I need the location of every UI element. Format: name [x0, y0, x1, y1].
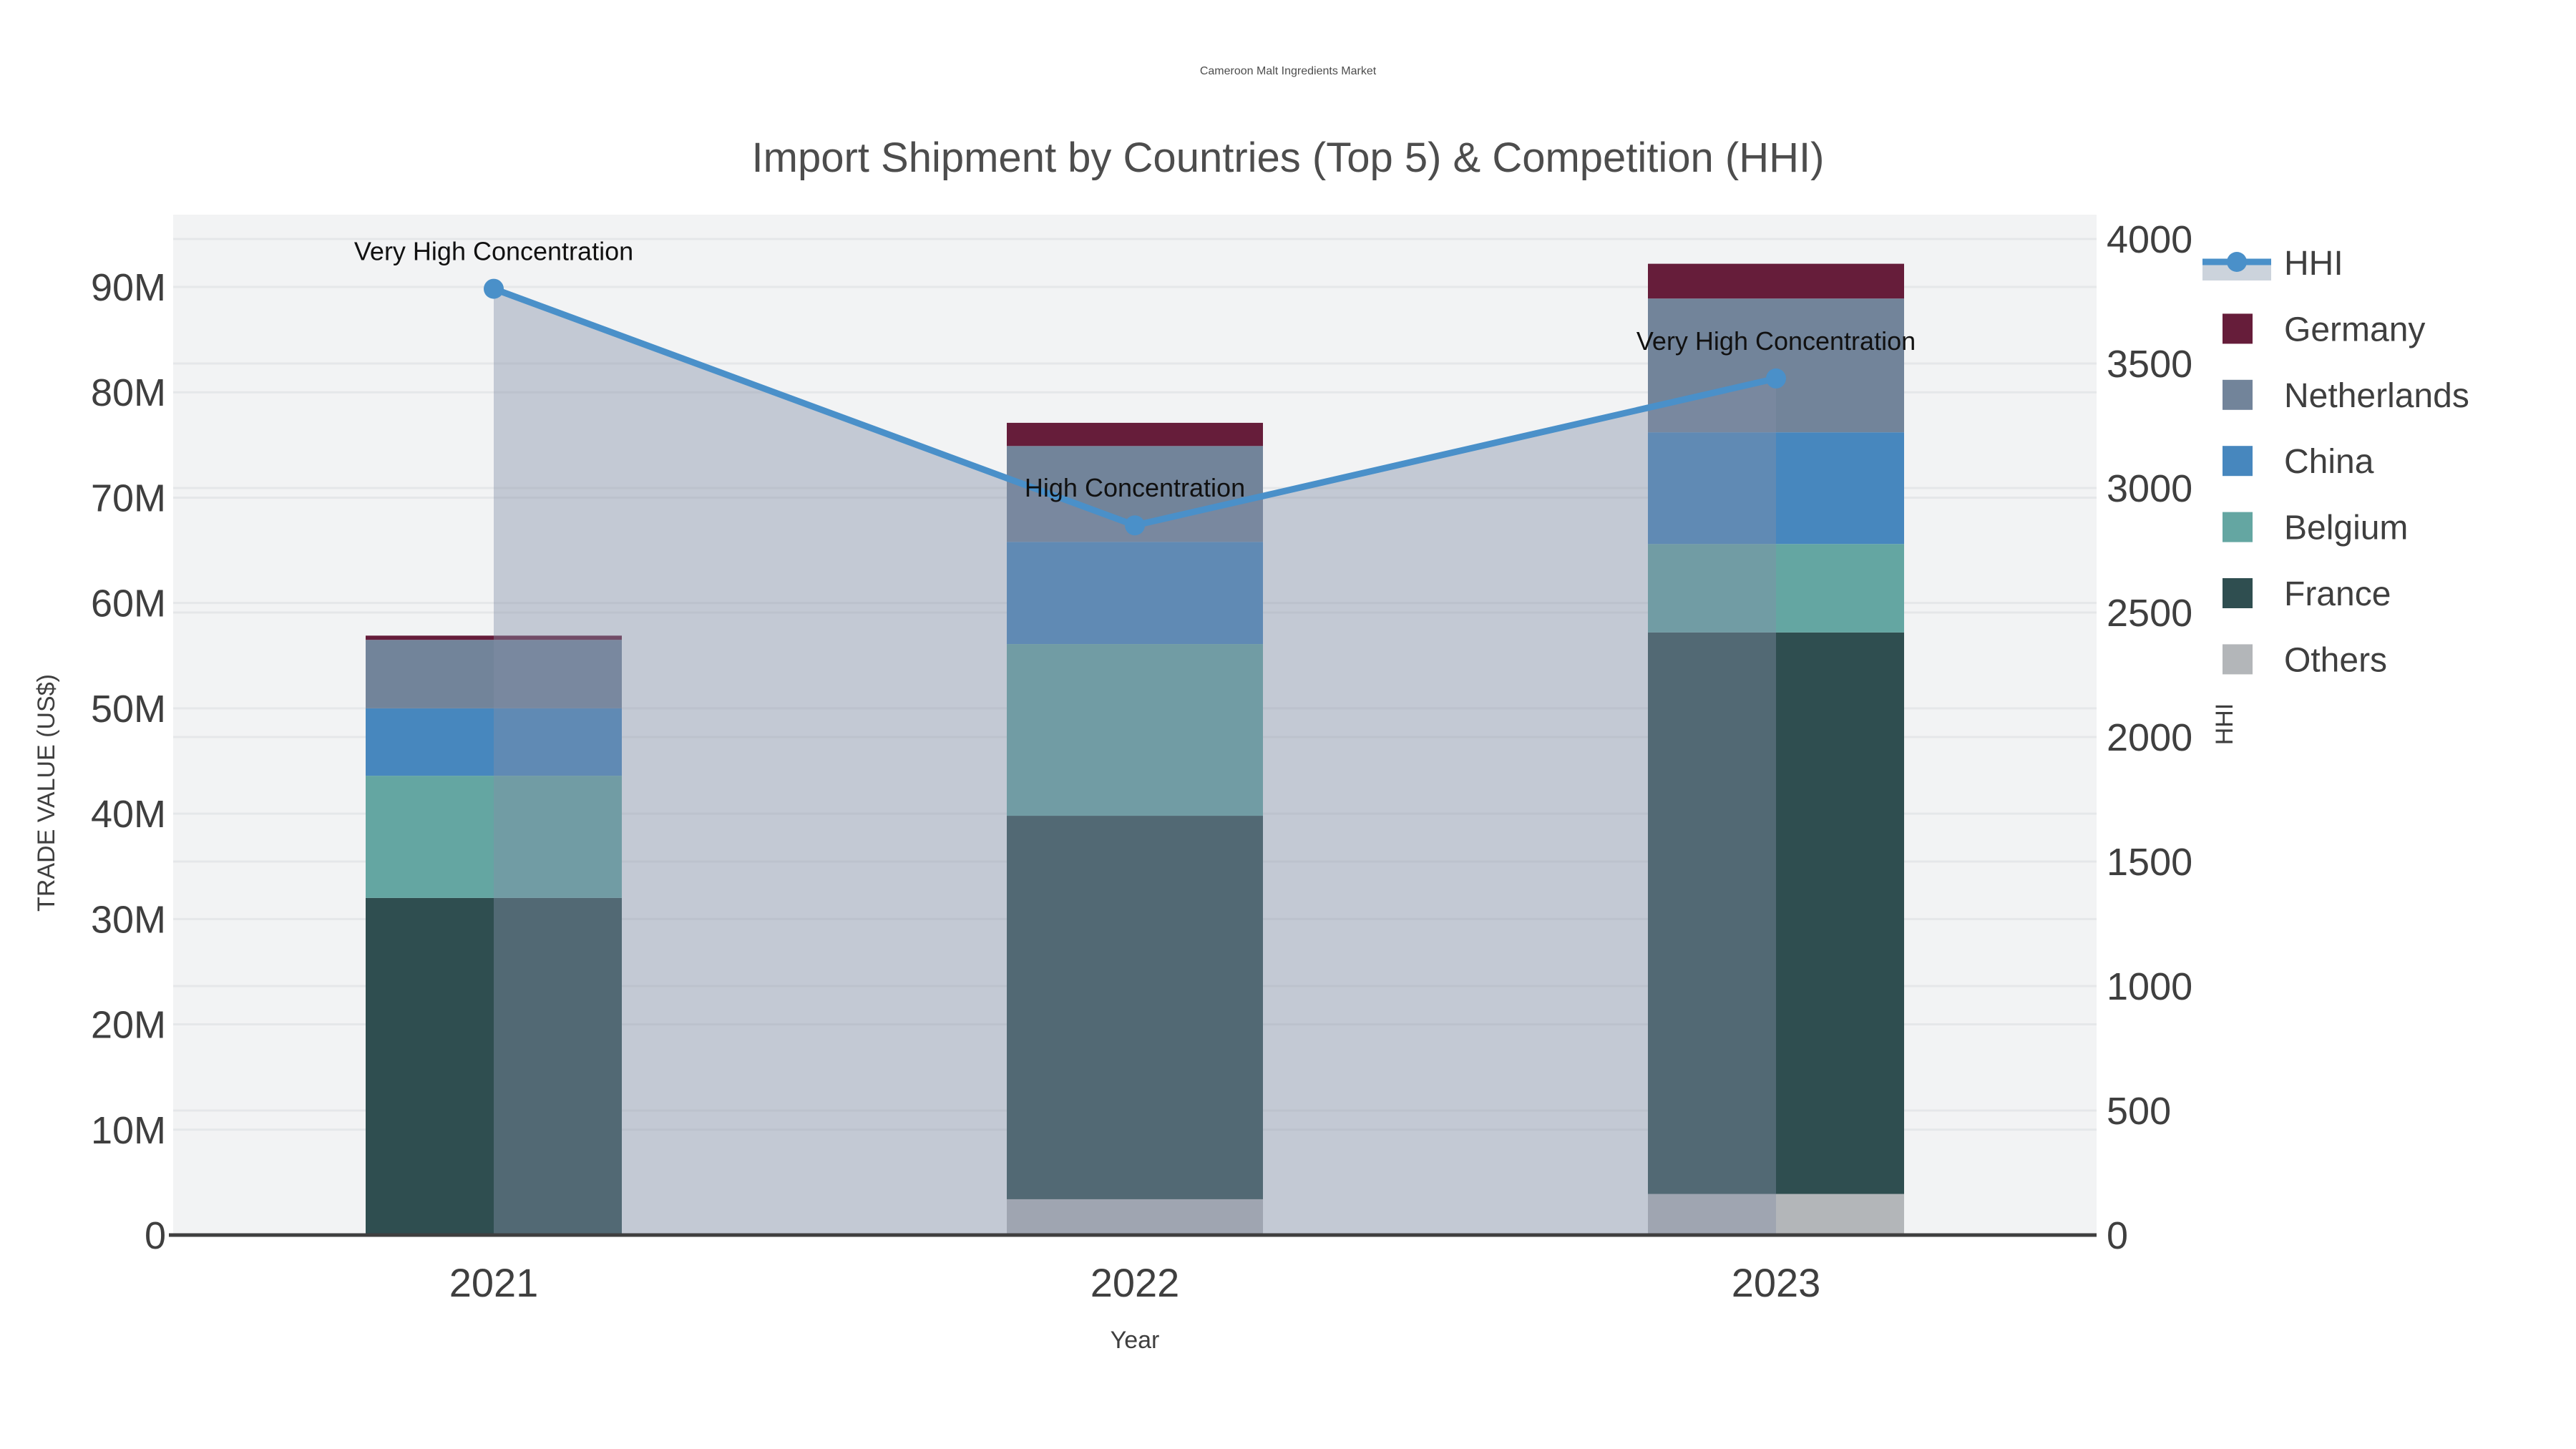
y-left-tick: 50M [91, 688, 166, 731]
y-left-tick: 30M [91, 898, 166, 941]
legend-label-netherlands: Netherlands [2284, 377, 2469, 415]
bar-segment-china-2021[interactable] [366, 708, 622, 776]
legend-label-others: Others [2284, 641, 2387, 679]
legend-label-china: China [2284, 443, 2374, 481]
legend-item-hhi[interactable]: HHI [2202, 245, 2343, 283]
bar-segment-others-2023[interactable] [1648, 1194, 1904, 1235]
legend-item-germany[interactable]: Germany [2223, 311, 2425, 348]
bar-segment-france-2022[interactable] [1007, 816, 1263, 1199]
y-right-tick: 1000 [2107, 965, 2192, 1008]
y-left-tick: 20M [91, 1004, 166, 1047]
bar-segment-belgium-2022[interactable] [1007, 644, 1263, 816]
bar-segment-others-2022[interactable] [1007, 1199, 1263, 1235]
y-left-tick: 10M [91, 1109, 166, 1152]
bar-segment-germany-2022[interactable] [1007, 422, 1263, 447]
y-left-tick: 70M [91, 477, 166, 519]
legend-label-hhi: HHI [2284, 245, 2343, 283]
bar-segment-netherlands-2021[interactable] [366, 640, 622, 708]
hhi-marker-2023[interactable] [1766, 368, 1786, 389]
hhi-marker-2021[interactable] [484, 278, 504, 299]
y-left-tick-labels: 0 10M 20M 30M 40M 50M 60M 70M 80M 90M [91, 266, 166, 1257]
legend-item-china[interactable]: China [2223, 443, 2374, 481]
annotation-2021: Very High Concentration [354, 237, 633, 266]
hhi-marker-2022[interactable] [1125, 515, 1145, 536]
bar-series [366, 263, 1904, 1235]
y-right-tick: 500 [2107, 1090, 2171, 1133]
y-right-tick-labels: 0 500 1000 1500 2000 2500 3000 3500 4000 [2107, 218, 2192, 1257]
y-right-tick: 3000 [2107, 467, 2192, 510]
bar-segment-france-2023[interactable] [1648, 632, 1904, 1194]
bar-segment-germany-2021[interactable] [366, 635, 622, 640]
y-left-tick: 80M [91, 371, 166, 414]
chart-title: Cameroon Malt Ingredients Market [1199, 65, 1377, 77]
bar-segment-germany-2023[interactable] [1648, 263, 1904, 299]
y-left-tick: 0 [145, 1214, 166, 1257]
legend-item-others[interactable]: Others [2223, 641, 2387, 679]
legend-swatch-china [2223, 446, 2253, 477]
annotation-2023: Very High Concentration [1636, 326, 1916, 356]
legend-swatch-france [2223, 578, 2253, 608]
y-left-tick: 40M [91, 793, 166, 836]
bar-segment-belgium-2021[interactable] [366, 776, 622, 898]
x-tick-2022: 2022 [1091, 1260, 1180, 1305]
x-tick-2023: 2023 [1732, 1260, 1821, 1305]
annotation-2022: High Concentration [1025, 473, 1245, 502]
legend-hhi-marker-swatch [2227, 252, 2247, 272]
y-right-tick: 3500 [2107, 343, 2192, 386]
legend-item-netherlands[interactable]: Netherlands [2223, 377, 2469, 415]
y-right-tick: 4000 [2107, 218, 2192, 261]
x-tick-2021: 2021 [449, 1260, 539, 1305]
legend-label-france: France [2284, 575, 2391, 613]
y-right-tick: 0 [2107, 1214, 2128, 1257]
bar-segment-belgium-2023[interactable] [1648, 544, 1904, 633]
hhi-area-fill [494, 288, 1776, 1236]
x-axis-title: Year [1111, 1327, 1160, 1354]
y-right-tick: 1500 [2107, 841, 2192, 884]
bar-segment-china-2022[interactable] [1007, 542, 1263, 645]
y-left-axis-title: TRADE VALUE (US$) [33, 674, 60, 912]
legend-swatch-belgium [2223, 512, 2253, 542]
legend: HHI Germany Netherlands China Belgium France O… [2202, 245, 2469, 679]
bar-segment-netherlands-2023[interactable] [1648, 298, 1904, 433]
legend-swatch-germany [2223, 313, 2253, 344]
x-tick-labels: 2021 2022 2023 [449, 1260, 1821, 1305]
y-right-axis-title: HHI [2211, 703, 2238, 746]
bar-segment-france-2021[interactable] [366, 897, 622, 1235]
y-left-tick: 60M [91, 582, 166, 625]
legend-item-belgium[interactable]: Belgium [2223, 509, 2408, 547]
legend-swatch-others [2223, 644, 2253, 675]
y-right-tick: 2000 [2107, 716, 2192, 759]
y-left-tick: 90M [91, 266, 166, 309]
legend-swatch-netherlands [2223, 379, 2253, 410]
legend-label-belgium: Belgium [2284, 509, 2408, 547]
chart-subtitle: Import Shipment by Countries (Top 5) & C… [751, 135, 1825, 181]
legend-label-germany: Germany [2284, 311, 2425, 348]
y-right-tick: 2500 [2107, 592, 2192, 635]
legend-item-france[interactable]: France [2223, 575, 2391, 613]
bar-segment-china-2023[interactable] [1648, 432, 1904, 545]
